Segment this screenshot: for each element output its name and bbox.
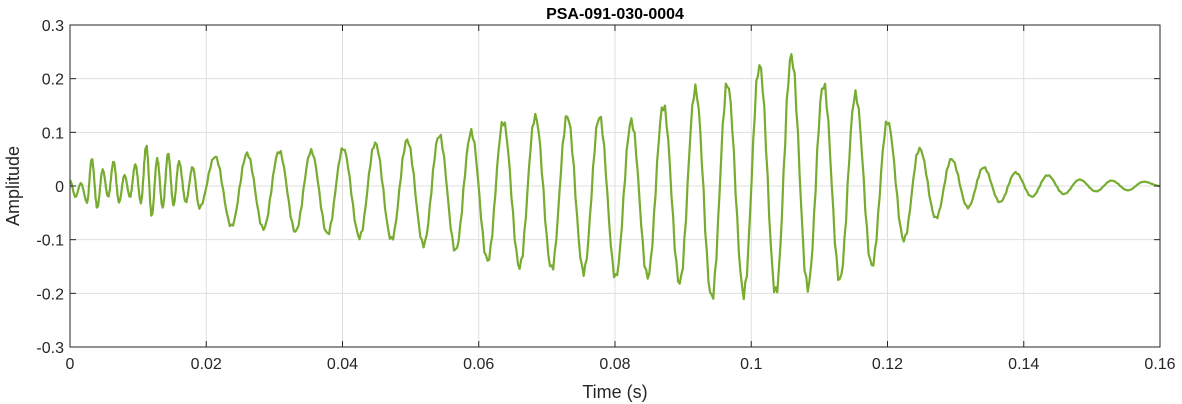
- y-tick-label: -0.2: [36, 286, 64, 303]
- y-tick-label: 0.1: [42, 125, 64, 142]
- x-tick-label: 0: [66, 356, 75, 373]
- x-tick-label: 0.14: [1008, 356, 1039, 373]
- signal-line: [69, 53, 1160, 301]
- x-tick-label: 0.16: [1144, 356, 1175, 373]
- plot-area: [69, 53, 1160, 301]
- x-axis-ticks: 0 0.02 0.04 0.06 0.08 0.1 0.12 0.14 0.16: [66, 25, 1176, 373]
- y-tick-label: 0: [55, 179, 64, 196]
- y-tick-label: -0.3: [36, 340, 64, 357]
- y-axis-ticks: -0.3 -0.2 -0.1 0 0.1 0.2 0.3: [36, 18, 1160, 357]
- y-tick-label: 0.2: [42, 72, 64, 89]
- x-tick-label: 0.04: [327, 356, 358, 373]
- y-tick-label: -0.1: [36, 233, 64, 250]
- x-tick-label: 0.1: [740, 356, 762, 373]
- x-tick-label: 0.08: [599, 356, 630, 373]
- x-tick-label: 0.12: [872, 356, 903, 373]
- x-tick-label: 0.06: [463, 356, 494, 373]
- y-axis-label: Amplitude: [3, 146, 23, 226]
- grid: [69, 24, 1161, 348]
- y-tick-label: 0.3: [42, 18, 64, 35]
- chart-title: PSA-091-030-0004: [546, 6, 684, 23]
- x-tick-label: 0.02: [191, 356, 222, 373]
- x-axis-label: Time (s): [582, 382, 647, 402]
